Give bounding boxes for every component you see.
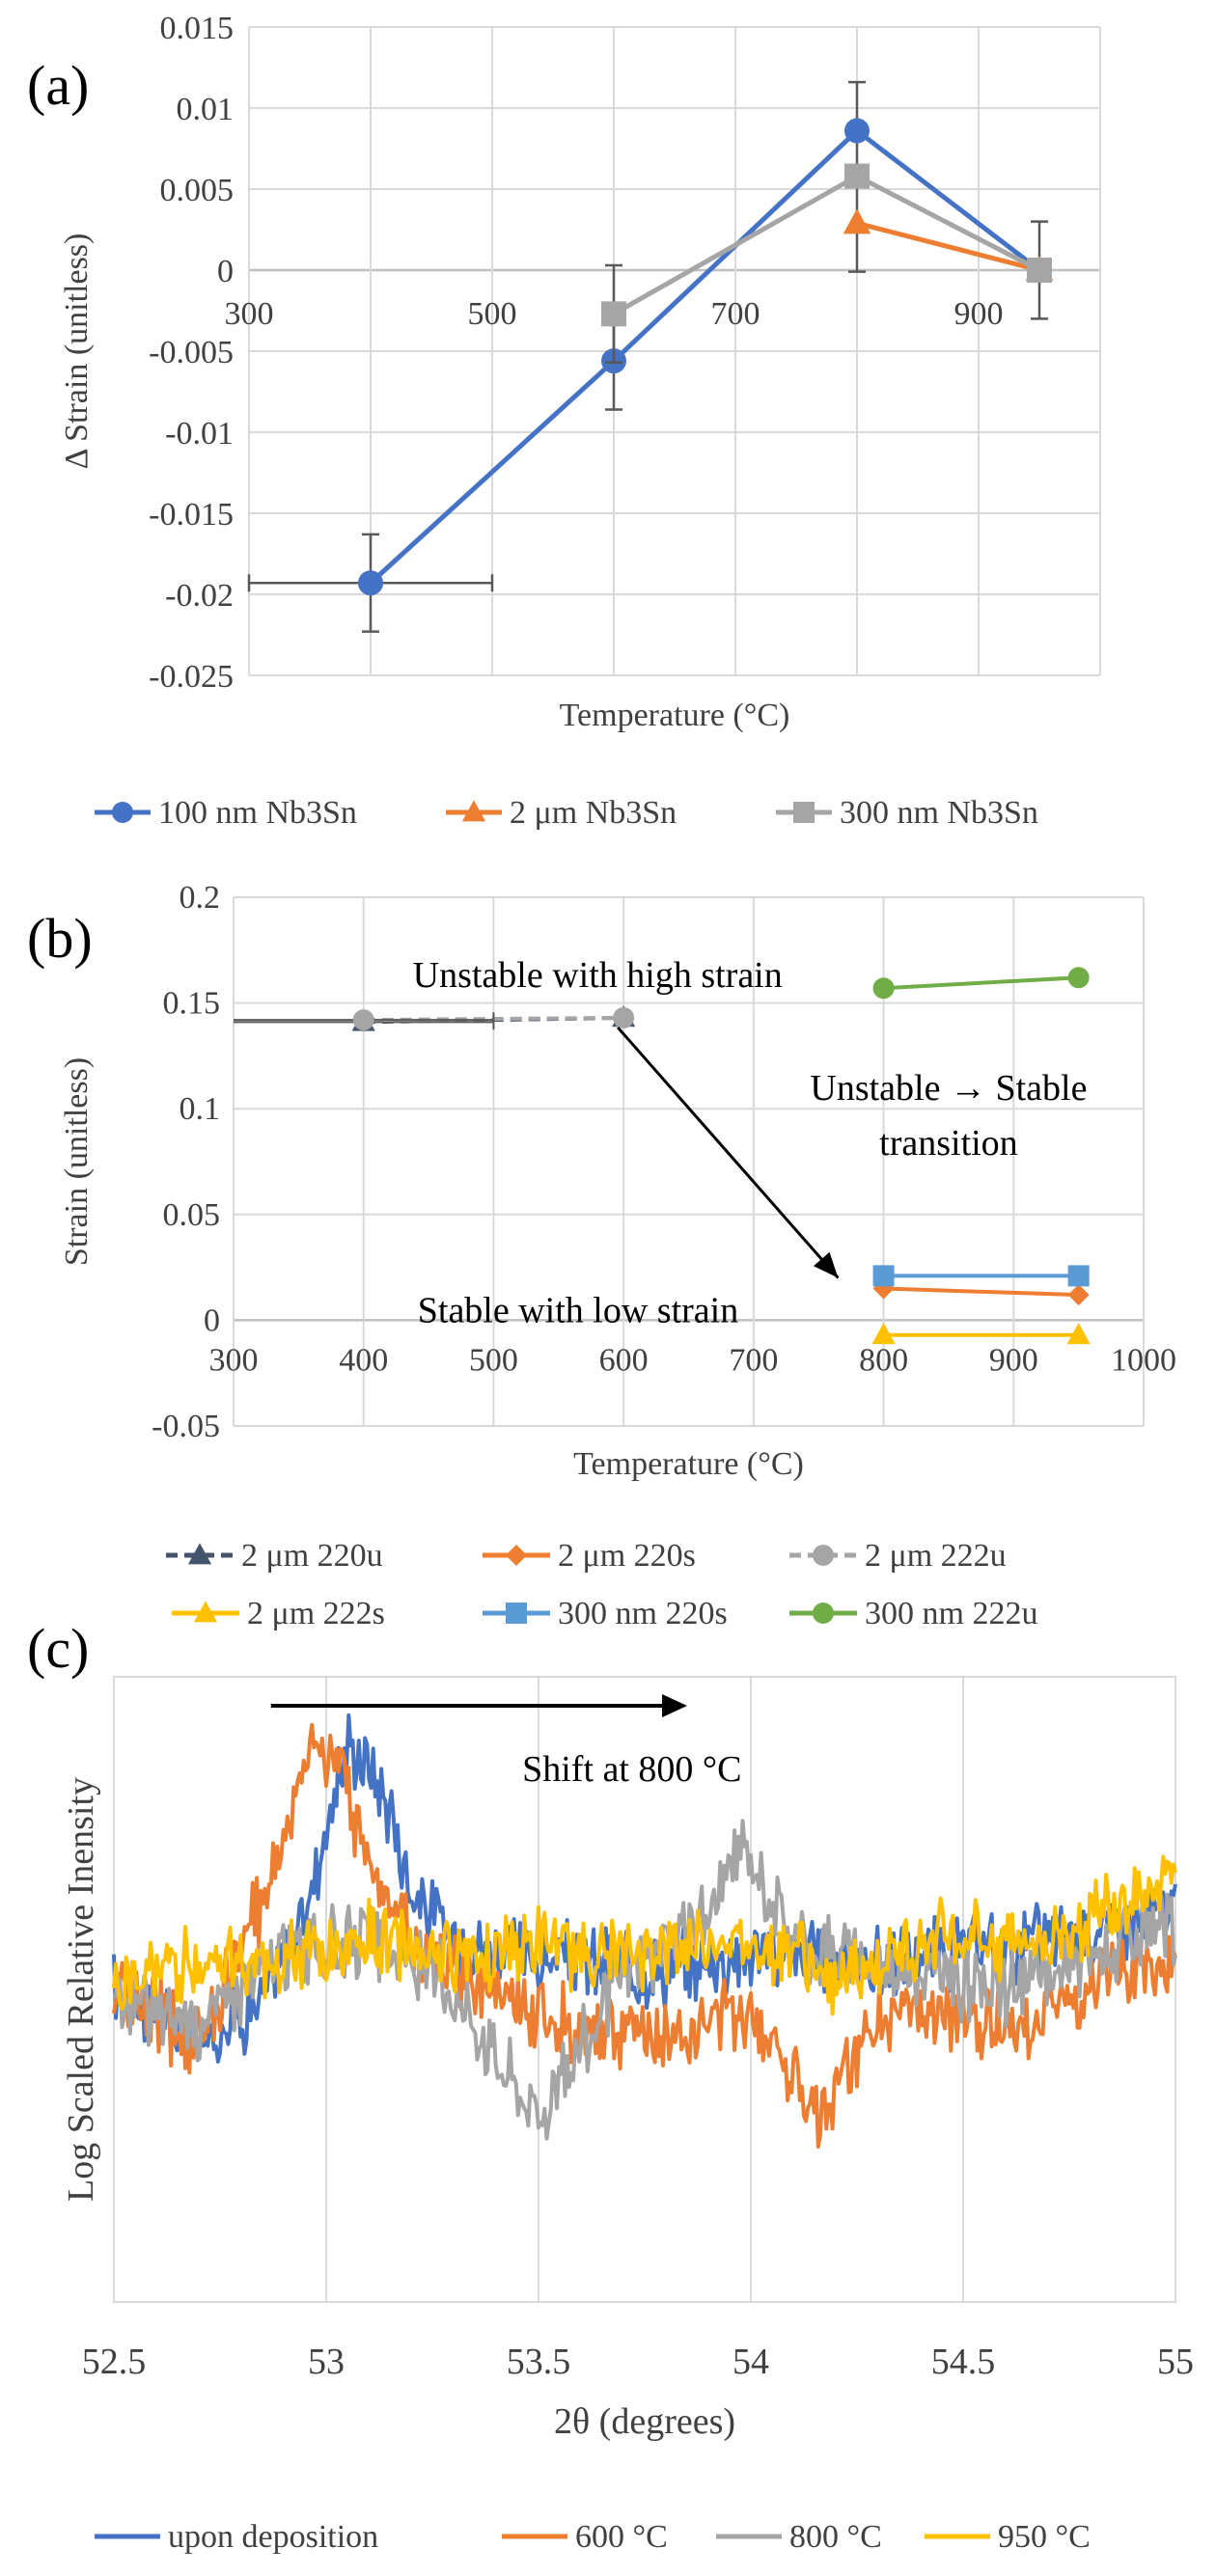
a-legend-item-0-label: 100 nm Nb3Sn	[158, 795, 357, 831]
panel-b-label: (b)	[27, 907, 93, 970]
c-x-tick-label: 53	[308, 2342, 345, 2382]
b-annotation-unstable: Unstable with high strain	[413, 955, 783, 996]
a-data-point-2	[1027, 258, 1052, 283]
panel-a-label: (a)	[27, 54, 89, 117]
a-y-tick-label: 0.01	[177, 92, 235, 127]
b-data-point-3	[1066, 1323, 1091, 1345]
b-data-point-4	[1067, 1265, 1090, 1287]
b-series-line-5	[883, 975, 1079, 991]
b-y-axis-title: Strain (unitless)	[59, 1057, 95, 1266]
b-y-tick-label: 0.2	[180, 880, 221, 916]
a-y-tick-label: -0.02	[165, 578, 234, 614]
b-data-point-2	[613, 1006, 635, 1028]
a-x-tick-label: 900	[954, 296, 1004, 332]
b-y-tick-label: 0.1	[180, 1091, 221, 1127]
b-legend-item-1-swatch-marker	[506, 1545, 527, 1566]
b-data-point-5	[1067, 967, 1090, 989]
a-y-tick-label: 0.015	[160, 11, 235, 46]
b-x-tick-label: 900	[989, 1342, 1038, 1378]
b-legend-item-5-swatch-marker	[813, 1603, 834, 1624]
a-y-tick-label: -0.005	[149, 335, 234, 370]
c-series-line-3	[112, 1854, 1177, 2016]
b-x-tick-label: 600	[599, 1342, 649, 1378]
b-x-tick-label: 700	[729, 1342, 778, 1378]
a-y-axis-title: Δ Strain (unitless)	[59, 233, 95, 470]
panel-c-label: (c)	[27, 1617, 89, 1680]
a-legend-item-1-swatch-marker	[461, 800, 486, 822]
b-legend-item-3-swatch-marker	[193, 1601, 218, 1623]
panel-a-chart: 0.015 0.01 0.005 0 -0.005 -0.01 -0.015 -0.02 -0.…	[59, 11, 1101, 831]
b-legend: 2 μm 220u 2 μm 220s 2 μm 222u 2 μm 222s 300 …	[166, 1538, 1037, 1631]
b-legend-item-2-label: 2 μm 222u	[865, 1538, 1007, 1574]
c-y-axis-title: Log Scaled Relative Inensity	[61, 1777, 101, 2202]
c-x-tick-label: 53.5	[507, 2342, 571, 2382]
b-data-point-2	[352, 1009, 374, 1031]
b-legend-item-4-swatch-marker	[506, 1603, 527, 1624]
a-y-tick-label: -0.015	[149, 497, 234, 533]
a-x-tick-label: 500	[468, 296, 517, 332]
a-x-tick-label: 300	[225, 296, 274, 332]
c-x-tick-label: 55	[1157, 2342, 1194, 2382]
c-legend-item-1-label: 600 °C	[575, 2519, 668, 2555]
c-x-tick-label: 54.5	[931, 2342, 996, 2382]
a-x-axis-title: Temperature (°C)	[560, 698, 790, 733]
b-data-point-5	[872, 977, 895, 1000]
b-legend-item-0-swatch-marker	[187, 1543, 212, 1565]
b-legend-item-0-label: 2 μm 220u	[241, 1538, 383, 1574]
a-data-point-0	[358, 570, 383, 596]
b-legend-item-1-label: 2 μm 220s	[558, 1538, 696, 1574]
panel-c-chart: 52.5 53 53.5 54 54.5 55 Shift at 800 °C 2θ (deg…	[61, 1676, 1194, 2555]
b-y-tick-label: 0.05	[163, 1197, 221, 1233]
b-data-point-3	[871, 1323, 896, 1345]
a-y-tick-label: -0.01	[165, 416, 234, 452]
b-annotation-stable: Stable with low strain	[418, 1290, 738, 1330]
panel-b-chart: 0.2 0.15 0.1 0.05 0 -0.05 300 400 500 600 700 800 90…	[59, 880, 1176, 1631]
a-legend-item-2-swatch-marker	[793, 802, 815, 823]
b-transition-arrow-head	[813, 1251, 839, 1278]
b-data-point-4	[872, 1265, 895, 1287]
b-x-tick-label: 500	[469, 1342, 518, 1378]
b-annotation-transition-2: transition	[879, 1123, 1018, 1164]
b-x-tick-label: 300	[209, 1342, 259, 1378]
c-x-tick-label: 54	[732, 2342, 769, 2382]
c-legend-item-2-label: 800 °C	[789, 2519, 882, 2555]
b-x-tick-label: 1000	[1111, 1342, 1176, 1378]
b-y-tick-label: 0.15	[163, 986, 221, 1022]
b-data-point-1	[1067, 1284, 1090, 1306]
a-y-tick-label: 0	[217, 254, 234, 289]
b-x-axis-title: Temperature (°C)	[573, 1446, 804, 1482]
c-x-tick-label: 52.5	[82, 2342, 147, 2382]
b-transition-arrow-shaft	[617, 1026, 840, 1279]
a-legend-item-1-label: 2 μm Nb3Sn	[510, 795, 677, 831]
a-data-point-2	[844, 163, 870, 189]
b-legend-item-3-label: 2 μm 222s	[247, 1596, 385, 1631]
a-data-point-2	[601, 301, 626, 327]
b-y-tick-label: -0.05	[152, 1409, 220, 1444]
c-annotation-shift: Shift at 800 °C	[522, 1749, 741, 1790]
b-legend-item-5-label: 300 nm 222u	[865, 1596, 1037, 1631]
a-data-point-0	[844, 118, 870, 144]
c-shift-arrow-head	[662, 1694, 687, 1717]
a-x-tick-label: 700	[711, 296, 760, 332]
b-annotation-transition: Unstable → Stable	[810, 1068, 1087, 1109]
b-y-tick-label: 0	[204, 1302, 220, 1338]
c-legend-item-3-label: 950 °C	[998, 2519, 1091, 2555]
b-legend-item-2-swatch-marker	[813, 1545, 834, 1566]
a-legend-item-0-swatch-marker	[112, 802, 133, 823]
c-legend: upon deposition 600 °C 800 °C 950 °C	[95, 2519, 1091, 2555]
a-series-line-1	[856, 220, 1040, 273]
c-legend-item-0-label: upon deposition	[168, 2519, 378, 2555]
a-y-tick-label: 0.005	[160, 173, 235, 208]
a-legend-item-2-label: 300 nm Nb3Sn	[840, 795, 1038, 831]
b-x-tick-label: 400	[339, 1342, 388, 1378]
b-series-line-1	[883, 1286, 1079, 1298]
a-data-point-1	[843, 208, 871, 234]
c-x-axis-title: 2θ (degrees)	[554, 2401, 735, 2442]
b-x-tick-label: 800	[859, 1342, 908, 1378]
b-legend-item-4-label: 300 nm 220s	[558, 1596, 728, 1631]
a-y-tick-label: -0.025	[149, 659, 234, 695]
a-legend: 100 nm Nb3Sn 2 μm Nb3Sn 300 nm Nb3Sn	[95, 795, 1038, 831]
